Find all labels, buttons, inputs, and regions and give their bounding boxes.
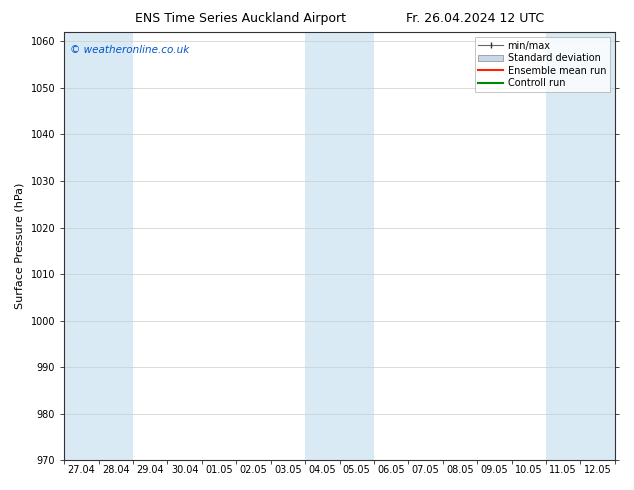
Text: ENS Time Series Auckland Airport: ENS Time Series Auckland Airport [136, 12, 346, 25]
Bar [340, 32, 374, 460]
Legend: min/max, Standard deviation, Ensemble mean run, Controll run: min/max, Standard deviation, Ensemble me… [474, 37, 610, 92]
Text: © weatheronline.co.uk: © weatheronline.co.uk [70, 45, 189, 55]
Bar [305, 32, 340, 460]
Bar [580, 32, 615, 460]
Text: Fr. 26.04.2024 12 UTC: Fr. 26.04.2024 12 UTC [406, 12, 545, 25]
Bar [99, 32, 133, 460]
Y-axis label: Surface Pressure (hPa): Surface Pressure (hPa) [15, 183, 25, 309]
Bar [64, 32, 99, 460]
Bar [546, 32, 580, 460]
